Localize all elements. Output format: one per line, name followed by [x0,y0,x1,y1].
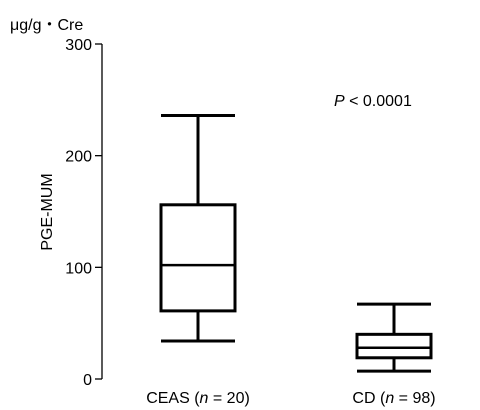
y-unit-label: μg/g・Cre [10,17,83,34]
y-axis-label: PGE-MUM [39,173,56,250]
cd-label-part-2: = 98) [394,390,435,407]
p-value-symbol: P [334,93,345,110]
y-tick-label-200: 200 [65,149,92,166]
ceas-iqr-box [159,203,237,313]
ceas-label-part-2: = 20) [208,390,249,407]
y-tick-label-0: 0 [83,372,92,389]
ceas-category-label: CEAS (n = 20) [146,390,250,407]
cd-category-label: CD (n = 98) [352,390,435,407]
p-value-text: < 0.0001 [345,93,412,110]
ceas-label-part-0: CEAS ( [146,390,200,407]
cd-label-part-0: CD ( [352,390,386,407]
ceas-label-part-1: n [200,390,209,407]
y-tick-label-100: 100 [65,260,92,277]
cd-label-part-1: n [385,390,394,407]
cd-iqr-box [355,332,433,360]
p-value-annotation: P < 0.0001 [334,93,412,110]
y-tick-label-300: 300 [65,37,92,54]
